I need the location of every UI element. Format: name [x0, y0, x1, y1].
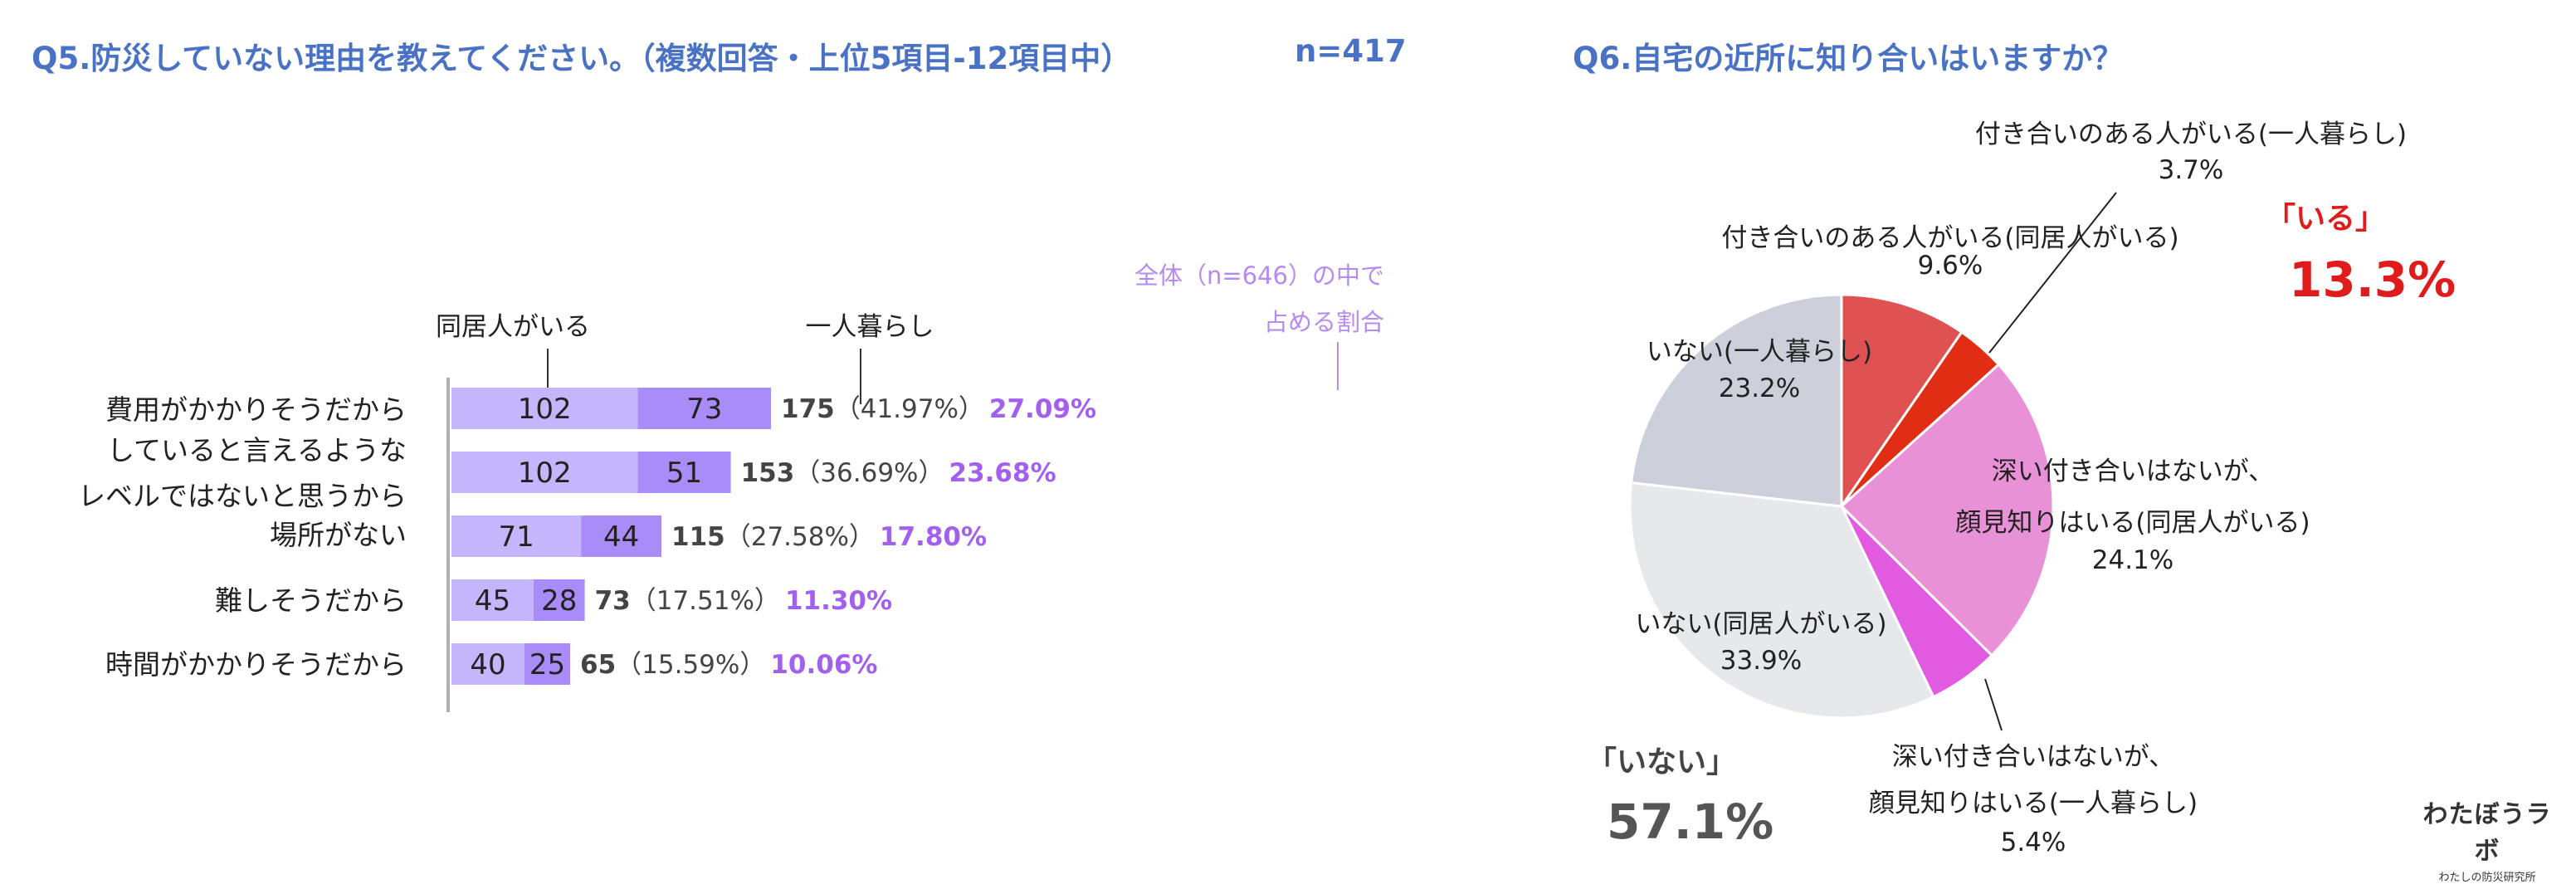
- category-label: 費用がかかりそうだから: [105, 393, 407, 426]
- pie-slice: [1629, 293, 1843, 508]
- summary-yes-value: 13.3%: [2289, 252, 2456, 308]
- bar-percent-label: （15.59%）: [616, 650, 765, 680]
- pie-slice-value: 3.7%: [2159, 155, 2224, 185]
- bar-total-label: 115（27.58%） 17.80%: [671, 522, 987, 552]
- bar-value-label: 102: [518, 457, 572, 490]
- share-note-line-1: 全体（n=646）の中で: [1134, 261, 1384, 290]
- bar-percent-label: （17.51%）: [631, 586, 780, 616]
- bar-total-value: 115: [671, 522, 725, 552]
- bar-value-label: 44: [603, 520, 639, 554]
- bar-segment-alone: [524, 643, 570, 685]
- bar-segment-with-family: [451, 388, 638, 429]
- bar-value-label: 25: [529, 648, 565, 681]
- category-label: 場所がない: [270, 519, 407, 551]
- pie-slice-value: 9.6%: [1918, 251, 1983, 281]
- bar-value-label: 71: [498, 520, 534, 554]
- bar-value-label: 51: [666, 457, 702, 490]
- bar-total-label: 65（15.59%） 10.06%: [580, 650, 877, 680]
- brand-logo: わたぼうラボ わたしの防災研究所: [2417, 794, 2558, 884]
- category-label: レベルではないと思うから: [78, 480, 407, 512]
- bar-percent-label: （27.58%）: [725, 522, 875, 552]
- share-note-line-2: 占める割合: [1264, 308, 1384, 336]
- summary-yes-label: 「いる」: [2266, 202, 2385, 236]
- pie-slice-label: いない(一人暮らし): [1647, 337, 1872, 367]
- bar-value-label: 73: [686, 393, 722, 426]
- category-label: 時間がかかりそうだから: [105, 648, 407, 681]
- bar-share-label: 17.80%: [880, 522, 987, 552]
- pie-slice-label: 顔見知りはいる(同居人がいる): [1955, 508, 2310, 538]
- pie-slice-value: 33.9%: [1720, 646, 1802, 676]
- q5-title: Q5.防災していない理由を教えてください。（複数回答・上位5項目-12項目中）: [32, 41, 1132, 76]
- bar-total-label: 175（41.97%） 27.09%: [781, 394, 1096, 424]
- bar-share-label: 10.06%: [770, 650, 877, 680]
- pie-slice: [1840, 293, 1964, 510]
- q5-sample-size: n=417: [1295, 33, 1407, 69]
- bar-total-value: 65: [580, 650, 616, 680]
- bar-total-value: 73: [595, 586, 631, 616]
- pie-slice-label: 深い付き合いはないが、: [1992, 457, 2274, 486]
- bar-value-label: 40: [470, 648, 505, 681]
- bar-total-label: 153（36.69%） 23.68%: [741, 458, 1056, 488]
- q6-title: Q6.自宅の近所に知り合いはいますか？: [1573, 41, 2124, 76]
- pie-slice: [1839, 363, 2055, 657]
- legend-with-family: 同居人がいる: [436, 312, 590, 342]
- bar-segment-alone: [581, 515, 661, 557]
- pie-leader-line: [1984, 678, 2003, 731]
- bar-segment-with-family: [451, 452, 638, 493]
- bar-segment-with-family: [451, 579, 534, 621]
- pie-slice-value: 5.4%: [2001, 828, 2066, 857]
- pie-leader-line: [1988, 192, 2117, 354]
- pie-slice-label: 深い付き合いはないが、: [1892, 742, 2174, 772]
- bar-total-label: 73（17.51%） 11.30%: [595, 586, 892, 616]
- pie-slice-label: 付き合いのある人がいる(同居人がいる): [1721, 223, 2178, 253]
- bar-segment-alone: [637, 452, 731, 493]
- bar-total-value: 175: [781, 394, 835, 424]
- bar-percent-label: （36.69%）: [794, 458, 944, 488]
- bar-share-label: 27.09%: [989, 394, 1096, 424]
- pie-slice-value: 23.2%: [1719, 374, 1800, 403]
- summary-no-value: 57.1%: [1607, 794, 1773, 850]
- legend-alone: 一人暮らし: [806, 312, 934, 342]
- category-label: していると言えるような: [107, 434, 407, 466]
- bar-segment-with-family: [451, 643, 524, 685]
- pie-slice-label: 顔見知りはいる(一人暮らし): [1869, 789, 2198, 818]
- bar-share-label: 11.30%: [785, 586, 892, 616]
- bar-segment-alone: [637, 388, 771, 429]
- bar-segment-alone: [534, 579, 585, 621]
- pie-slice-value: 24.1%: [2092, 545, 2174, 575]
- bar-share-label: 23.68%: [949, 458, 1056, 488]
- bar-value-label: 28: [541, 584, 577, 618]
- summary-no-label: 「いない」: [1587, 745, 1736, 779]
- bar-percent-label: （41.97%）: [835, 394, 984, 424]
- bar-total-value: 153: [741, 458, 795, 488]
- bar-value-label: 102: [518, 393, 572, 426]
- logo-sub-text: わたしの防災研究所: [2438, 872, 2536, 884]
- category-label: 難しそうだから: [215, 584, 407, 617]
- pie-slice: [1628, 481, 1935, 720]
- pie-slice-label: いない(同居人がいる): [1635, 609, 1886, 639]
- bar-value-label: 45: [475, 584, 510, 618]
- logo-main-text: わたぼうラボ: [2422, 800, 2552, 866]
- bar-segment-with-family: [451, 515, 582, 557]
- pie-slice-label: 付き合いのある人がいる(一人暮らし): [1975, 120, 2407, 149]
